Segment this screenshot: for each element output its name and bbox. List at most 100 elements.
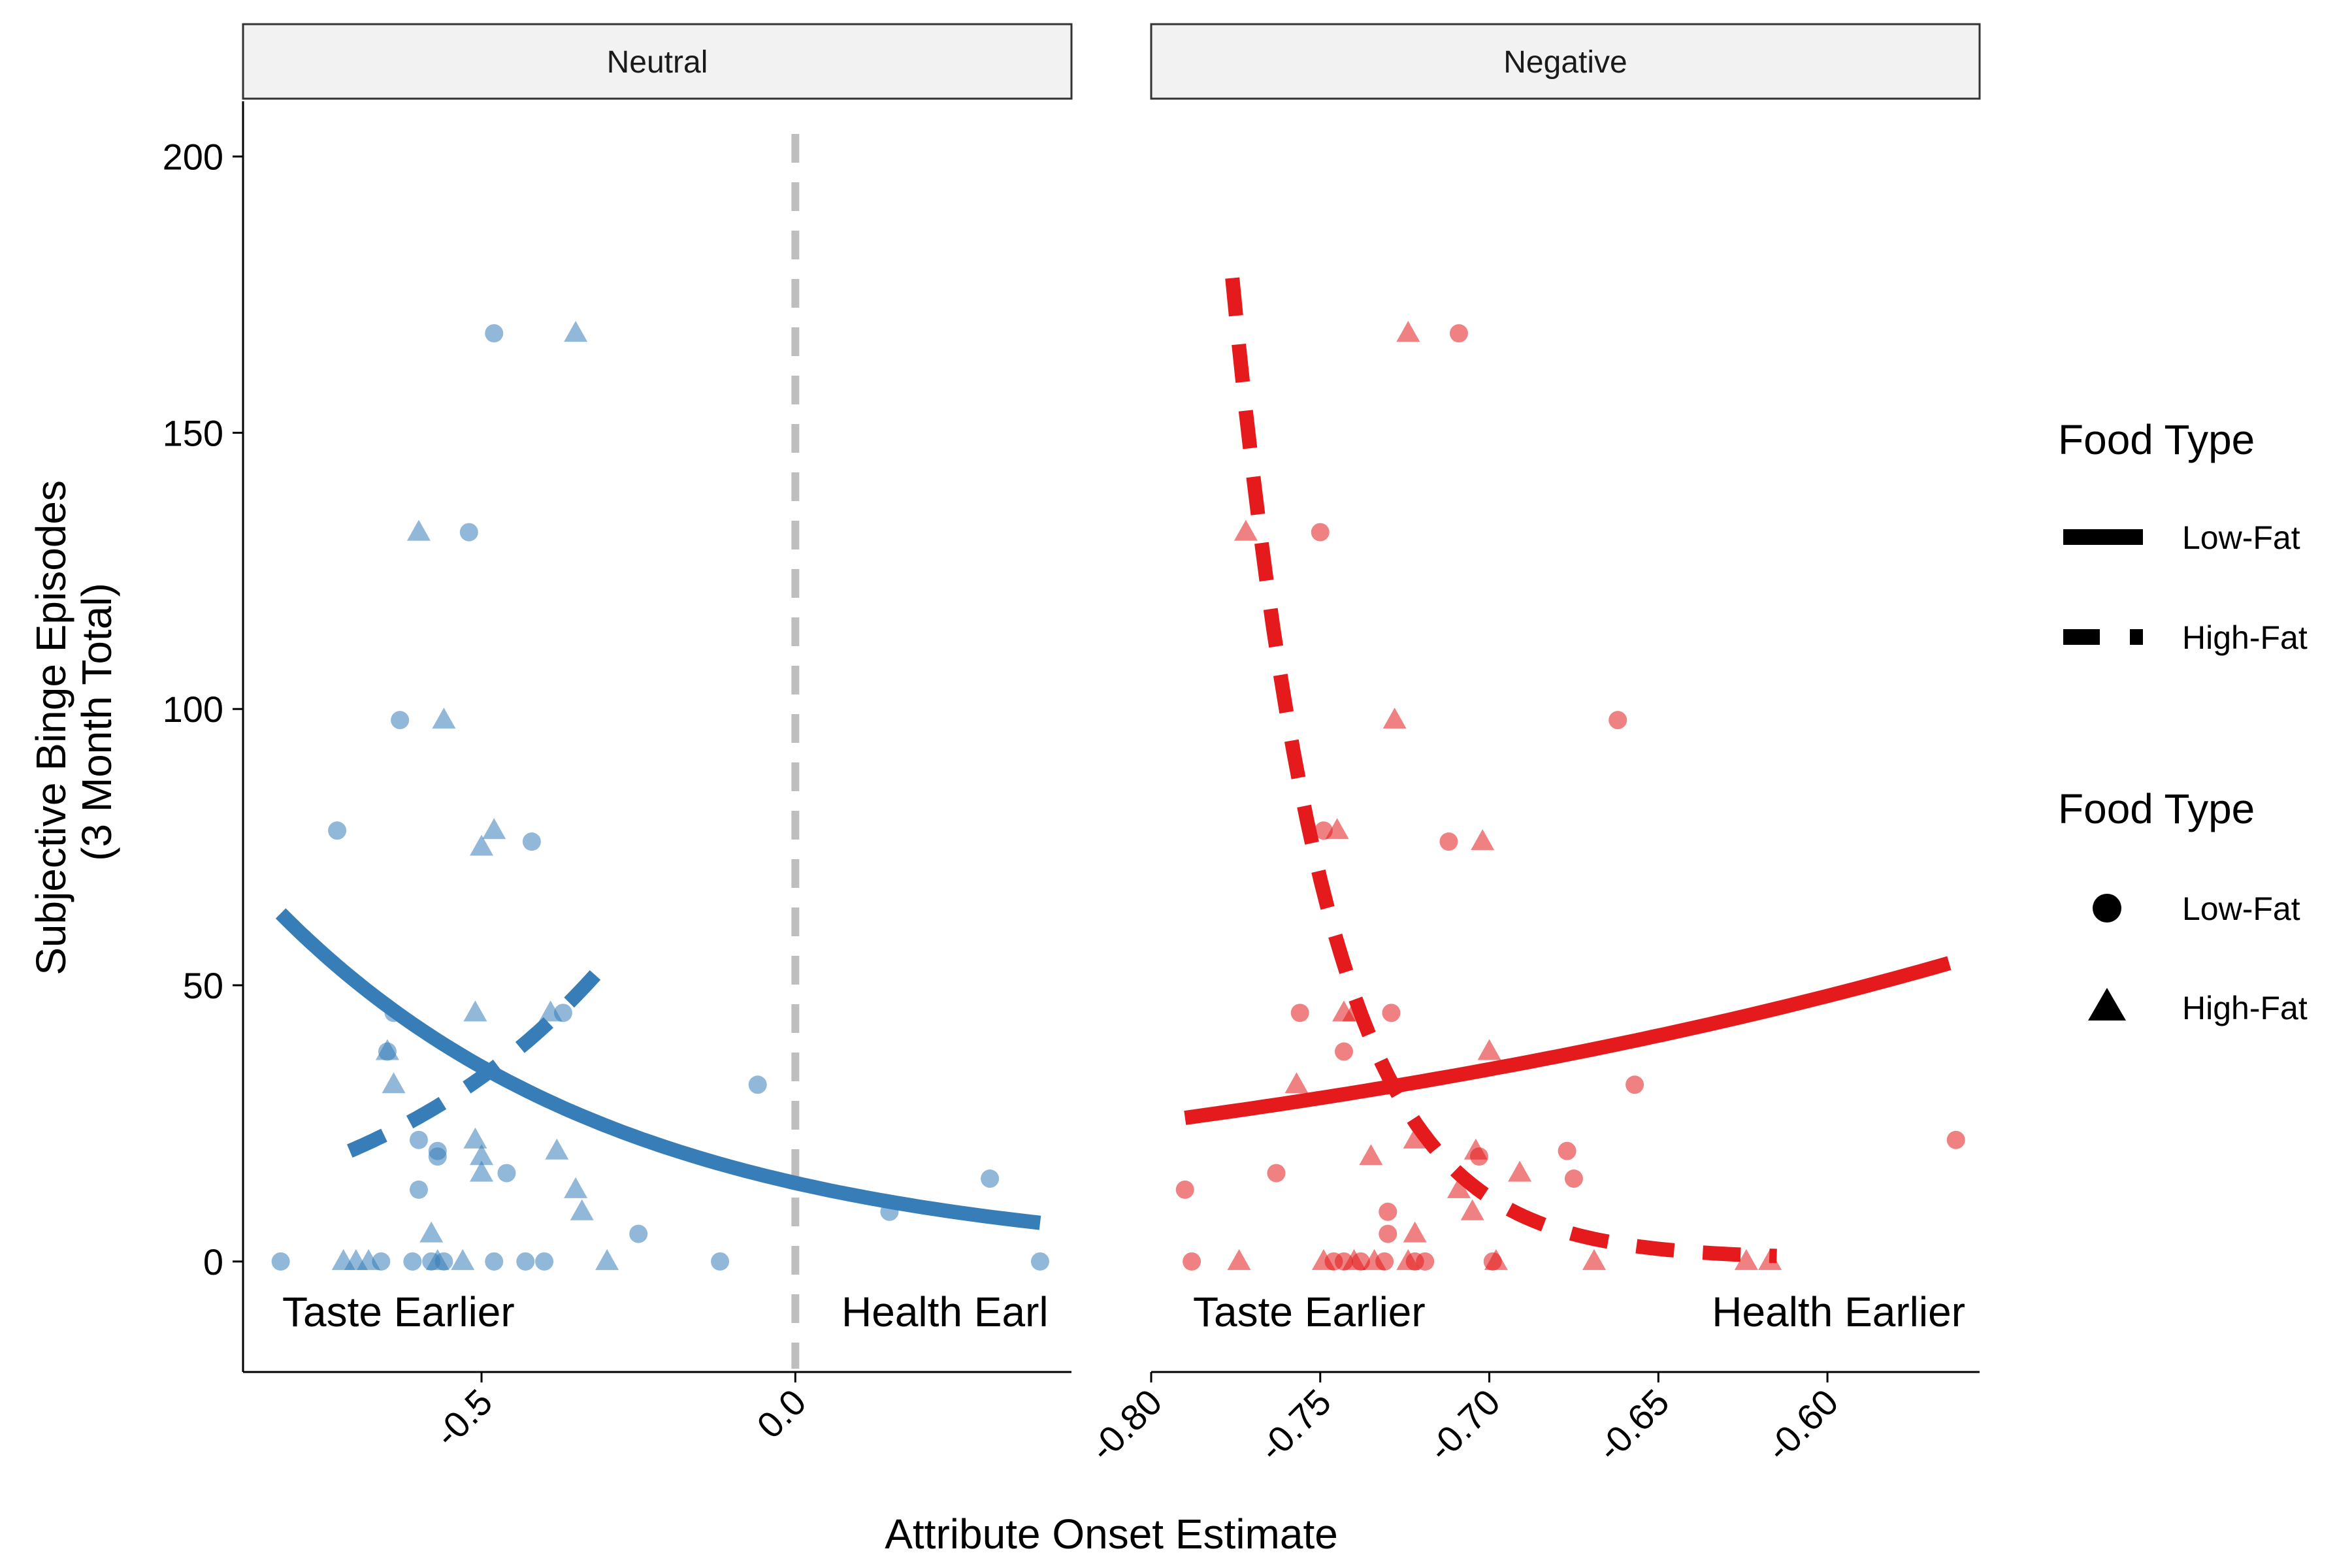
legend-linetype: Food Type Low-Fat High-Fat xyxy=(2058,416,2308,656)
low-fat-point xyxy=(403,1252,422,1271)
neutral-x-ticks: -0.5 0.0 xyxy=(427,1372,814,1455)
low-fat-point xyxy=(1311,523,1330,542)
low-fat-point xyxy=(1183,1252,1201,1271)
y-axis-title-line-2: (3 Month Total) xyxy=(73,583,120,861)
high-fat-point xyxy=(463,1127,487,1149)
legend-triangle-key xyxy=(2088,988,2126,1021)
high-fat-point xyxy=(1396,321,1420,342)
high-fat-point xyxy=(1233,519,1258,541)
y-axis-title-line-1: Subjective Binge Episodes xyxy=(27,480,74,975)
high-fat-point xyxy=(470,1160,494,1182)
high-fat-point xyxy=(1396,1249,1420,1270)
low-fat-point xyxy=(409,1180,428,1199)
x-tick-label: -0.70 xyxy=(1420,1381,1508,1469)
high-fat-point xyxy=(425,1249,449,1270)
y-tick-label: 50 xyxy=(183,965,223,1006)
high-fat-point xyxy=(570,1199,594,1220)
low-fat-point xyxy=(485,1252,504,1271)
low-fat-point xyxy=(497,1164,516,1183)
high-fat-point xyxy=(538,1000,563,1022)
low-fat-point xyxy=(485,324,504,343)
high-fat-point xyxy=(1227,1249,1251,1270)
high-fat-point xyxy=(1477,1039,1501,1060)
neutral-strip-label: Neutral xyxy=(607,45,708,80)
y-tick-label: 0 xyxy=(203,1241,223,1282)
neutral-panel: Taste Earlier Health Earl 0 50 100 150 200 -… xyxy=(163,101,1071,1455)
low-fat-point xyxy=(1290,1004,1309,1022)
high-fat-point xyxy=(382,1072,406,1094)
low-fat-point xyxy=(459,523,478,542)
high-fat-point xyxy=(482,818,506,840)
high-fat-point xyxy=(470,834,494,856)
negative-high-fat-fit-line xyxy=(1225,277,1777,1264)
low-fat-point xyxy=(1267,1164,1286,1183)
x-tick-label: -0.65 xyxy=(1589,1381,1677,1469)
neutral-high-fat-fit-line xyxy=(347,964,606,1158)
low-fat-point xyxy=(1625,1075,1644,1094)
high-fat-point xyxy=(357,1249,381,1270)
low-fat-point xyxy=(981,1169,1000,1188)
high-fat-point xyxy=(595,1249,619,1270)
neutral-high-fat-points xyxy=(331,321,619,1270)
high-fat-point xyxy=(1460,1199,1484,1220)
x-tick-label: -0.80 xyxy=(1082,1381,1170,1469)
negative-high-fat-points xyxy=(1227,321,1782,1270)
x-axis-title: Attribute Onset Estimate xyxy=(885,1511,1338,1558)
low-fat-point xyxy=(271,1252,290,1271)
low-fat-point xyxy=(516,1252,535,1271)
low-fat-point xyxy=(522,832,541,851)
high-fat-point xyxy=(1508,1160,1532,1182)
legend-shape-title: Food Type xyxy=(2058,785,2255,832)
legend-low-fat-shape-label: Low-Fat xyxy=(2182,890,2300,927)
high-fat-point xyxy=(406,519,431,541)
high-fat-point xyxy=(1311,1249,1335,1270)
negative-x-ticks: -0.80 -0.75 -0.70 -0.65 -0.60 xyxy=(1082,1372,1846,1469)
negative-low-fat-fit-line xyxy=(1184,956,1952,1125)
legend-low-fat-line-label: Low-Fat xyxy=(2182,519,2300,556)
high-fat-point xyxy=(1342,1249,1366,1270)
low-fat-point xyxy=(1449,324,1468,343)
high-fat-point xyxy=(1463,1138,1488,1160)
high-fat-point xyxy=(1484,1249,1508,1270)
low-fat-point xyxy=(1030,1252,1049,1271)
y-tick-label: 200 xyxy=(163,137,223,178)
low-fat-point xyxy=(1379,1202,1397,1221)
high-fat-point xyxy=(1403,1221,1427,1243)
high-fat-point xyxy=(375,1039,399,1060)
legend-shape: Food Type Low-Fat High-Fat xyxy=(2058,785,2308,1026)
negative-health-earlier-label: Health Earlier xyxy=(1712,1288,1965,1335)
x-tick-label: -0.75 xyxy=(1250,1381,1339,1469)
legend-circle-key xyxy=(2093,894,2121,923)
high-fat-point xyxy=(1284,1072,1309,1094)
legend-linetype-title: Food Type xyxy=(2058,416,2255,463)
low-fat-point xyxy=(748,1075,767,1094)
low-fat-point xyxy=(1439,832,1458,851)
high-fat-point xyxy=(545,1138,569,1160)
low-fat-point xyxy=(1416,1252,1435,1271)
neutral-low-fat-points xyxy=(271,324,1049,1271)
neutral-y-ticks: 0 50 100 150 200 xyxy=(163,137,243,1282)
high-fat-point xyxy=(1446,1177,1471,1198)
y-tick-label: 150 xyxy=(163,412,223,453)
high-fat-point xyxy=(1471,829,1495,851)
high-fat-point xyxy=(1325,818,1349,840)
low-fat-point xyxy=(1564,1169,1583,1188)
legend-high-fat-shape-label: High-Fat xyxy=(2182,990,2308,1026)
x-tick-label: 0.0 xyxy=(749,1381,814,1446)
high-fat-point xyxy=(419,1221,444,1243)
negative-low-fat-points xyxy=(1175,324,1965,1271)
neutral-taste-earlier-label: Taste Earlier xyxy=(282,1288,515,1335)
neutral-low-fat-fit-line xyxy=(275,908,1041,1230)
negative-taste-earlier-label: Taste Earlier xyxy=(1193,1288,1426,1335)
low-fat-point xyxy=(1382,1004,1401,1022)
high-fat-point xyxy=(1582,1249,1606,1270)
low-fat-point xyxy=(1379,1224,1397,1243)
low-fat-point xyxy=(1558,1141,1576,1160)
high-fat-point xyxy=(432,708,456,729)
high-fat-point xyxy=(564,321,588,342)
high-fat-point xyxy=(451,1249,475,1270)
low-fat-point xyxy=(428,1141,447,1160)
negative-strip-label: Negative xyxy=(1503,45,1627,80)
neutral-panel-strip: Neutral xyxy=(242,23,1073,100)
